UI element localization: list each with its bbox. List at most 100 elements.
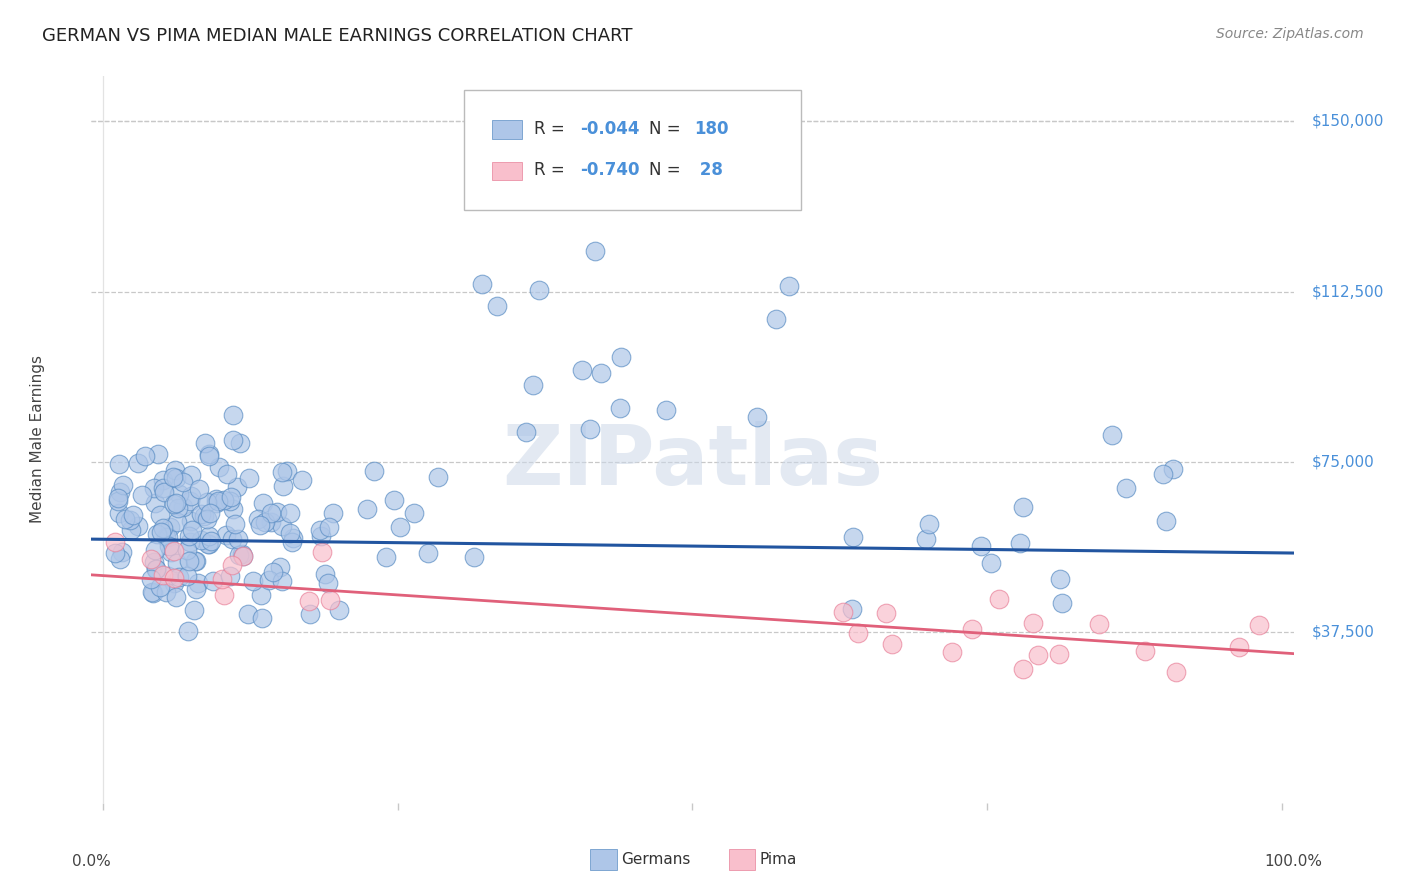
Point (747, 410, 769, 425)
Text: ZIPatlas: ZIPatlas (502, 421, 883, 501)
Point (179, 553, 201, 567)
Point (1247, 618, 1270, 632)
Point (222, 502, 245, 516)
Point (291, 474, 314, 488)
Point (231, 548, 253, 562)
Point (308, 524, 330, 538)
Text: N =: N = (648, 120, 686, 138)
Text: $75,000: $75,000 (1312, 455, 1374, 469)
Text: GERMAN VS PIMA MEDIAN MALE EARNINGS CORRELATION CHART: GERMAN VS PIMA MEDIAN MALE EARNINGS CORR… (42, 27, 633, 45)
Point (219, 490, 242, 504)
Point (298, 594, 321, 608)
Point (311, 545, 333, 559)
Text: Pima: Pima (759, 852, 797, 867)
Point (1115, 481, 1137, 495)
Point (609, 401, 631, 415)
Point (145, 562, 167, 576)
Point (159, 520, 181, 534)
Point (212, 588, 235, 602)
Point (198, 528, 221, 542)
Point (215, 528, 238, 542)
Point (1133, 644, 1156, 658)
Text: R =: R = (534, 161, 571, 179)
Point (1154, 514, 1177, 528)
Point (404, 506, 426, 520)
Point (103, 535, 125, 549)
Point (319, 593, 342, 607)
Text: $112,500: $112,500 (1312, 285, 1384, 299)
Point (107, 493, 129, 508)
Point (579, 421, 602, 435)
Point (314, 566, 336, 581)
Point (169, 487, 191, 501)
Point (172, 500, 194, 515)
Point (195, 512, 218, 526)
Point (219, 494, 242, 508)
Point (841, 602, 863, 616)
Point (179, 529, 201, 543)
Point (107, 491, 129, 506)
Point (1049, 572, 1071, 586)
Point (1227, 640, 1250, 655)
Point (589, 366, 612, 380)
Text: 180: 180 (695, 120, 728, 138)
Point (111, 478, 134, 492)
Point (193, 508, 215, 523)
Point (271, 479, 294, 493)
Point (108, 457, 131, 471)
Point (610, 350, 633, 364)
Point (246, 512, 269, 526)
Point (165, 496, 187, 510)
Text: -0.044: -0.044 (581, 120, 640, 138)
Point (208, 460, 231, 475)
Point (172, 475, 194, 490)
Point (142, 555, 165, 569)
Point (205, 496, 228, 510)
Point (960, 622, 983, 636)
Point (166, 500, 188, 515)
Point (156, 568, 179, 582)
Point (1047, 647, 1070, 661)
Point (181, 523, 204, 537)
Point (184, 554, 207, 568)
Point (198, 447, 221, 461)
Point (157, 539, 180, 553)
Point (250, 588, 273, 602)
Bar (492, 161, 523, 180)
Point (127, 519, 149, 533)
Point (1008, 535, 1031, 549)
Point (270, 465, 292, 479)
Point (194, 435, 217, 450)
Point (226, 532, 249, 546)
Point (211, 572, 233, 586)
Point (917, 516, 939, 531)
Point (146, 446, 169, 460)
Point (108, 485, 131, 500)
Point (163, 575, 186, 590)
Point (198, 506, 221, 520)
Point (222, 408, 245, 422)
Point (281, 531, 304, 545)
Point (875, 606, 897, 620)
Point (219, 569, 242, 583)
Point (145, 527, 167, 541)
Point (152, 521, 174, 535)
Point (180, 514, 202, 528)
Point (222, 434, 245, 448)
Point (159, 544, 181, 558)
Point (169, 569, 191, 583)
Point (197, 537, 219, 551)
Point (655, 402, 678, 417)
Point (832, 605, 855, 619)
Point (260, 515, 283, 529)
Point (266, 505, 288, 519)
Point (120, 523, 142, 537)
Point (278, 507, 301, 521)
Point (262, 566, 284, 580)
Point (187, 575, 209, 590)
Point (224, 517, 246, 532)
Point (571, 363, 593, 377)
Point (143, 542, 166, 557)
Point (270, 574, 292, 589)
Point (142, 586, 165, 600)
